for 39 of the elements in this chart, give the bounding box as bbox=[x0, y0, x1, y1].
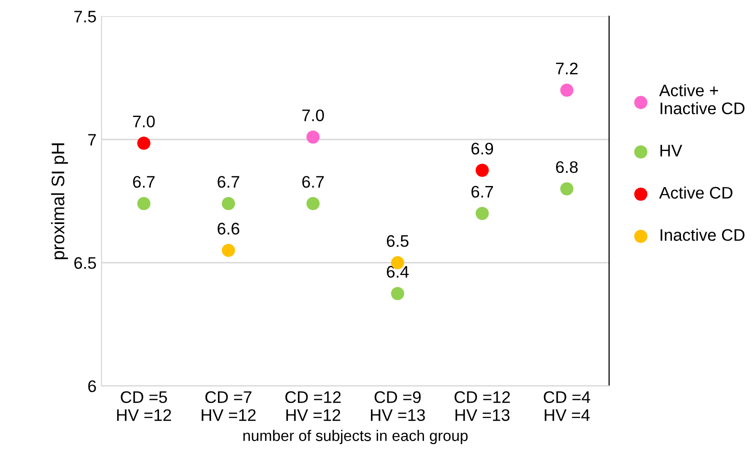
y-tick-label: 6.5 bbox=[74, 257, 96, 269]
x-tick-label: CD =12 HV =13 bbox=[454, 391, 510, 422]
y-axis-title: proximal SI pH bbox=[51, 143, 68, 260]
data-label: 6.6 bbox=[218, 222, 240, 235]
point bbox=[476, 206, 489, 220]
data-label: 6.5 bbox=[386, 235, 409, 247]
point bbox=[222, 196, 236, 210]
data-label: 7.0 bbox=[302, 109, 324, 122]
legend-label: HV bbox=[660, 144, 682, 156]
data-label: 6.9 bbox=[471, 142, 494, 155]
x-tick-label: CD =4 HV =4 bbox=[544, 391, 590, 421]
data-label: 6.7 bbox=[133, 176, 155, 188]
data-label: 7.0 bbox=[133, 116, 155, 128]
data-label: 6.8 bbox=[556, 161, 578, 173]
point bbox=[560, 84, 574, 97]
data-label: 6.7 bbox=[471, 186, 493, 198]
x-tick-label: CD =9 HV =13 bbox=[370, 391, 425, 422]
legend-label: Active + Inactive CD bbox=[659, 84, 744, 114]
data-label: 6.7 bbox=[218, 176, 240, 188]
data-label: 6.4 bbox=[386, 266, 409, 278]
point bbox=[137, 136, 150, 150]
legend-label: Active CD bbox=[659, 186, 732, 199]
point bbox=[306, 130, 320, 144]
data-label: 7.2 bbox=[556, 62, 578, 74]
point bbox=[391, 286, 404, 300]
data-label: 6.7 bbox=[302, 176, 324, 188]
point bbox=[560, 182, 574, 196]
point bbox=[137, 196, 150, 210]
x-tick-label: CD =12 HV =12 bbox=[285, 391, 341, 421]
point bbox=[476, 164, 489, 177]
point bbox=[306, 196, 320, 210]
x-tick-label: CD =5 HV =12 bbox=[117, 391, 172, 421]
y-tick-label: 7.5 bbox=[74, 10, 96, 22]
y-tick-label: 7 bbox=[88, 134, 96, 146]
x-axis-title: number of subjects in each group bbox=[243, 430, 468, 444]
point bbox=[222, 244, 236, 257]
legend-label: Inactive CD bbox=[660, 228, 744, 241]
x-tick-label: CD =7 HV =12 bbox=[202, 391, 256, 421]
y-tick-label: 6 bbox=[88, 380, 96, 392]
